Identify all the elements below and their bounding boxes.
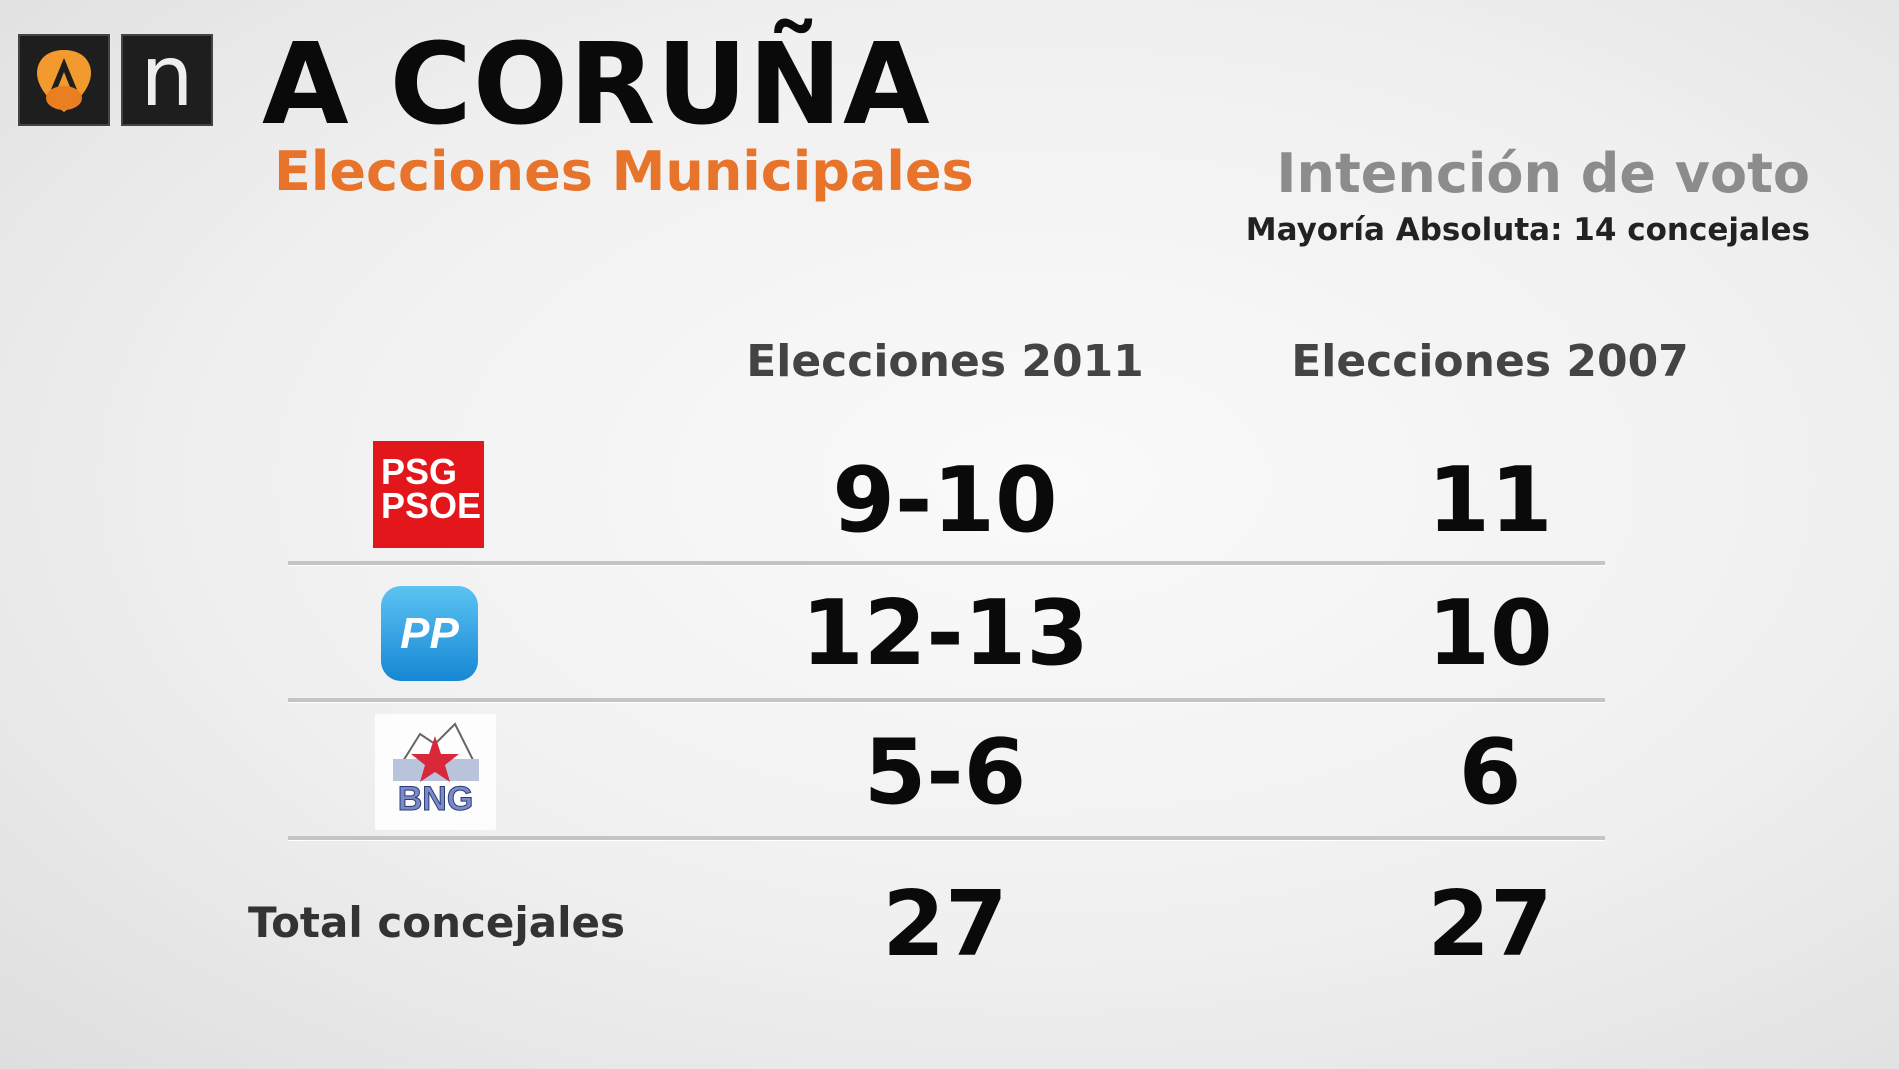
section-title: Intención de voto xyxy=(1276,142,1810,205)
psoe-logo-line1: PSG xyxy=(381,451,458,492)
total-2011-value: 27 xyxy=(882,872,1008,977)
psoe-2011-value: 9-10 xyxy=(832,448,1058,553)
bng-logo: BNG xyxy=(375,714,496,830)
subtitle: Elecciones Municipales xyxy=(274,140,974,203)
column-header-2011: Elecciones 2011 xyxy=(746,336,1144,387)
antena3-icon xyxy=(37,50,91,112)
bng-star-icon xyxy=(393,722,479,782)
noticias-logo: n xyxy=(121,34,213,126)
pp-logo: PP xyxy=(381,586,478,681)
row-divider xyxy=(288,698,1605,703)
pp-2007-value: 10 xyxy=(1427,581,1553,686)
majority-note: Mayoría Absoluta: 14 concejales xyxy=(1245,212,1810,248)
antena3-logo xyxy=(18,34,110,126)
bng-logo-text: BNG xyxy=(397,780,474,819)
page-title: A CORUÑA xyxy=(262,20,931,150)
bng-2011-value: 5-6 xyxy=(863,720,1027,825)
total-2007-value: 27 xyxy=(1427,872,1553,977)
bng-2007-value: 6 xyxy=(1458,720,1522,825)
total-label: Total concejales xyxy=(248,898,626,947)
psoe-2007-value: 11 xyxy=(1427,448,1553,553)
psoe-logo: PSG PSOE xyxy=(373,441,484,548)
row-divider xyxy=(288,561,1605,566)
pp-2011-value: 12-13 xyxy=(801,581,1089,686)
psoe-logo-line2: PSOE xyxy=(381,485,482,526)
row-divider xyxy=(288,836,1605,841)
column-header-2007: Elecciones 2007 xyxy=(1291,336,1689,387)
